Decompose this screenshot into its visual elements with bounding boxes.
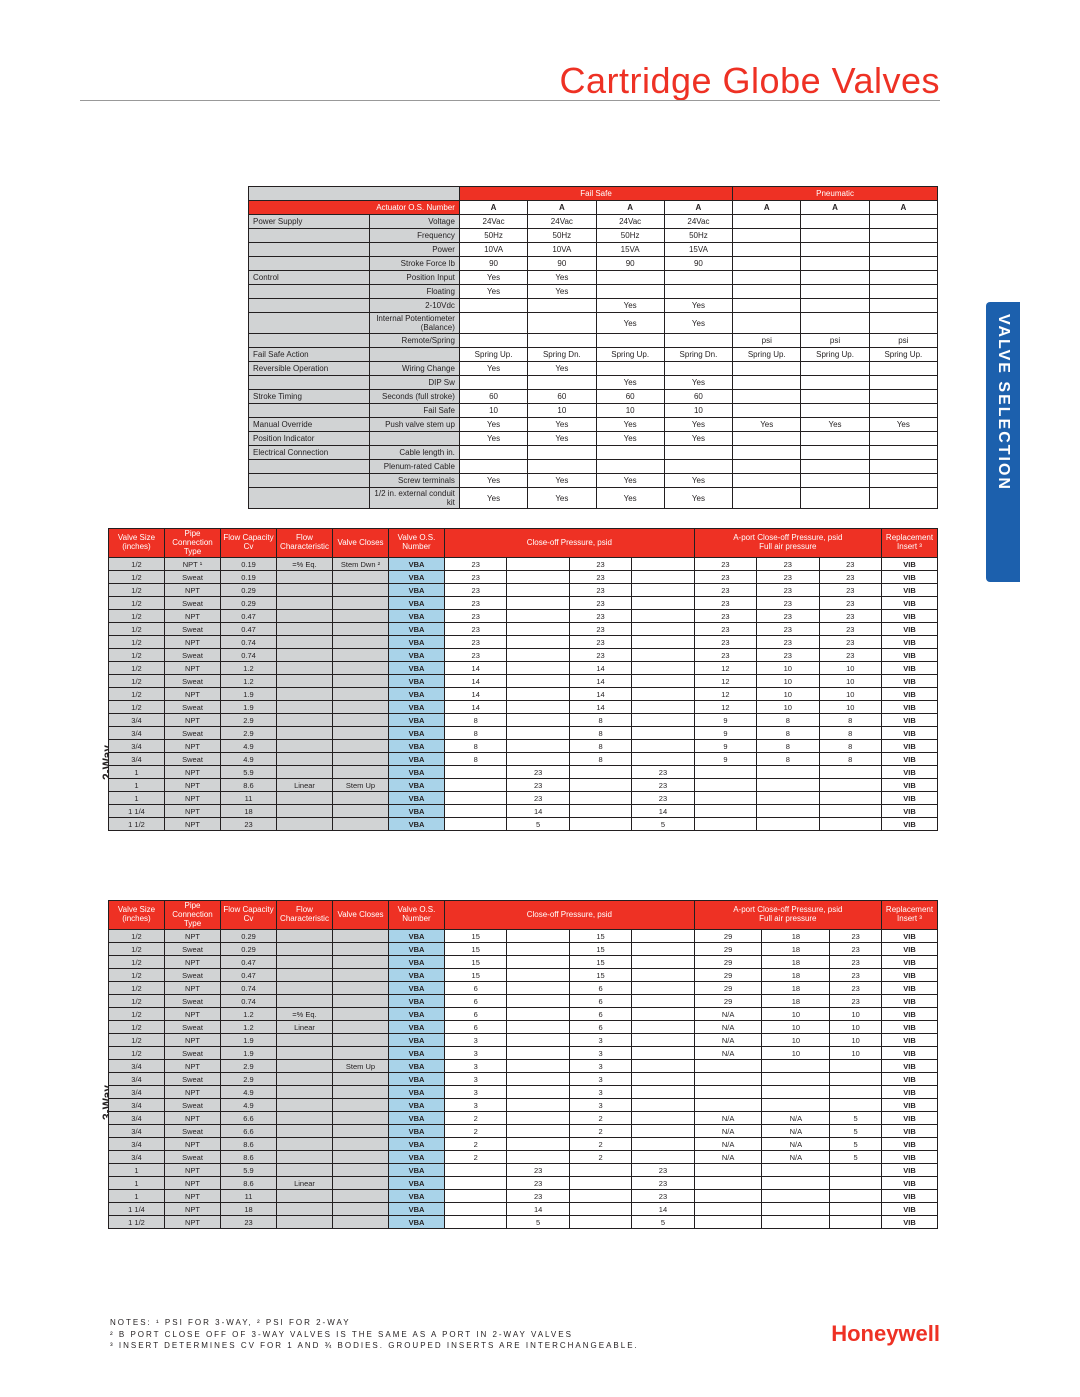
side-tab-valve-selection: VALVE SELECTION xyxy=(986,302,1020,582)
two-way-valve-table: Valve Size (inches)Pipe Connection TypeF… xyxy=(108,528,938,831)
honeywell-logo: Honeywell xyxy=(831,1321,940,1347)
page-title: Cartridge Globe Valves xyxy=(559,60,940,102)
actuator-feature-table: Fail SafePneumaticActuator O.S. NumberAA… xyxy=(248,186,938,509)
footnotes: NOTES: ¹ PSI FOR 3-WAY, ² PSI FOR 2-WAY²… xyxy=(110,1317,639,1351)
title-rule xyxy=(80,100,940,101)
three-way-valve-table: Valve Size (inches)Pipe Connection TypeF… xyxy=(108,900,938,1229)
